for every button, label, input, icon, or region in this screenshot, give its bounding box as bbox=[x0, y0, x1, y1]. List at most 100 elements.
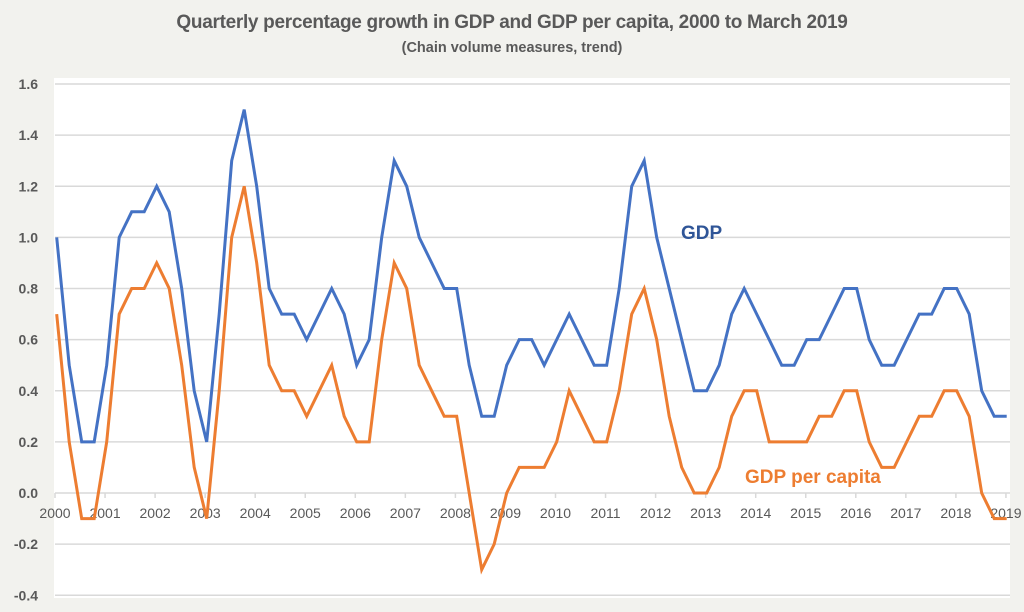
data-point bbox=[693, 492, 696, 495]
data-point bbox=[280, 313, 283, 316]
data-point bbox=[80, 440, 83, 443]
x-tick-label: 2009 bbox=[490, 505, 521, 521]
data-point bbox=[893, 364, 896, 367]
x-axis: 2000 2001 2002 2003 2004 2005 2006 2007 2008 2009… bbox=[39, 492, 1022, 521]
data-point bbox=[618, 389, 621, 392]
data-point bbox=[818, 338, 821, 341]
data-point bbox=[580, 338, 583, 341]
x-tick-label: 2004 bbox=[240, 505, 271, 521]
data-point bbox=[143, 287, 146, 290]
x-tick-label: 2017 bbox=[890, 505, 921, 521]
data-point bbox=[880, 364, 883, 367]
data-point bbox=[193, 389, 196, 392]
data-point bbox=[180, 287, 183, 290]
y-tick-label: -0.2 bbox=[14, 536, 38, 552]
data-point bbox=[368, 440, 371, 443]
data-point bbox=[380, 236, 383, 239]
data-point bbox=[955, 287, 958, 290]
data-point bbox=[218, 389, 221, 392]
data-point bbox=[355, 440, 358, 443]
data-point bbox=[355, 364, 358, 367]
data-point bbox=[930, 313, 933, 316]
x-tick-label: 2014 bbox=[740, 505, 771, 521]
data-point bbox=[955, 389, 958, 392]
y-tick-label: 0.8 bbox=[19, 281, 39, 297]
data-point bbox=[1005, 517, 1008, 520]
y-tick-label: 1.6 bbox=[19, 76, 39, 92]
y-tick-label: 0.4 bbox=[19, 383, 39, 399]
data-point bbox=[243, 185, 246, 188]
data-point bbox=[855, 389, 858, 392]
data-point bbox=[493, 415, 496, 418]
data-point bbox=[230, 159, 233, 162]
data-point bbox=[493, 543, 496, 546]
data-point bbox=[968, 313, 971, 316]
data-point bbox=[380, 338, 383, 341]
data-point bbox=[655, 236, 658, 239]
data-point bbox=[330, 287, 333, 290]
data-point bbox=[905, 440, 908, 443]
data-point bbox=[518, 338, 521, 341]
data-point bbox=[755, 389, 758, 392]
data-point bbox=[405, 287, 408, 290]
data-point bbox=[105, 364, 108, 367]
y-axis-ticks: 1.6 1.4 1.2 1.0 0.8 0.6 0.4 0.2 0.0 -0.2 -0.4 bbox=[14, 76, 38, 603]
data-point bbox=[668, 287, 671, 290]
data-point bbox=[480, 415, 483, 418]
data-point bbox=[780, 364, 783, 367]
data-point bbox=[268, 364, 271, 367]
data-point bbox=[805, 338, 808, 341]
data-point bbox=[718, 466, 721, 469]
data-point bbox=[168, 210, 171, 213]
data-point bbox=[930, 415, 933, 418]
data-point bbox=[130, 287, 133, 290]
data-point bbox=[755, 313, 758, 316]
data-point bbox=[830, 313, 833, 316]
data-point bbox=[443, 287, 446, 290]
data-point bbox=[305, 338, 308, 341]
data-point bbox=[768, 338, 771, 341]
x-tick-label: 2006 bbox=[340, 505, 371, 521]
x-tick-label: 2013 bbox=[690, 505, 721, 521]
data-point bbox=[93, 517, 96, 520]
data-point bbox=[680, 338, 683, 341]
data-point bbox=[793, 440, 796, 443]
x-tick-label: 2019 bbox=[990, 505, 1021, 521]
x-tick-label: 2018 bbox=[940, 505, 971, 521]
x-tick-label: 2010 bbox=[540, 505, 571, 521]
data-point bbox=[430, 261, 433, 264]
data-point bbox=[768, 440, 771, 443]
data-point bbox=[730, 415, 733, 418]
data-point bbox=[118, 313, 121, 316]
series-lines bbox=[55, 109, 1008, 575]
data-point bbox=[543, 466, 546, 469]
data-point bbox=[943, 389, 946, 392]
data-point bbox=[330, 364, 333, 367]
chart-title: Quarterly percentage growth in GDP and G… bbox=[176, 12, 848, 33]
data-point bbox=[293, 313, 296, 316]
data-point bbox=[455, 415, 458, 418]
data-point bbox=[80, 517, 83, 520]
data-point bbox=[1005, 415, 1008, 418]
data-point bbox=[180, 364, 183, 367]
data-point bbox=[168, 287, 171, 290]
data-point bbox=[618, 287, 621, 290]
data-point bbox=[268, 287, 271, 290]
data-point bbox=[530, 466, 533, 469]
data-point bbox=[193, 466, 196, 469]
data-point bbox=[230, 236, 233, 239]
data-point bbox=[455, 287, 458, 290]
data-point bbox=[505, 492, 508, 495]
x-tick-label: 2000 bbox=[39, 505, 70, 521]
y-tick-label: 1.0 bbox=[19, 229, 39, 245]
y-tick-label: 0.2 bbox=[19, 434, 39, 450]
data-point bbox=[668, 415, 671, 418]
data-point bbox=[818, 415, 821, 418]
data-point bbox=[643, 287, 646, 290]
data-point bbox=[93, 440, 96, 443]
data-point bbox=[405, 185, 408, 188]
data-point bbox=[805, 440, 808, 443]
data-point bbox=[218, 313, 221, 316]
data-point bbox=[993, 517, 996, 520]
